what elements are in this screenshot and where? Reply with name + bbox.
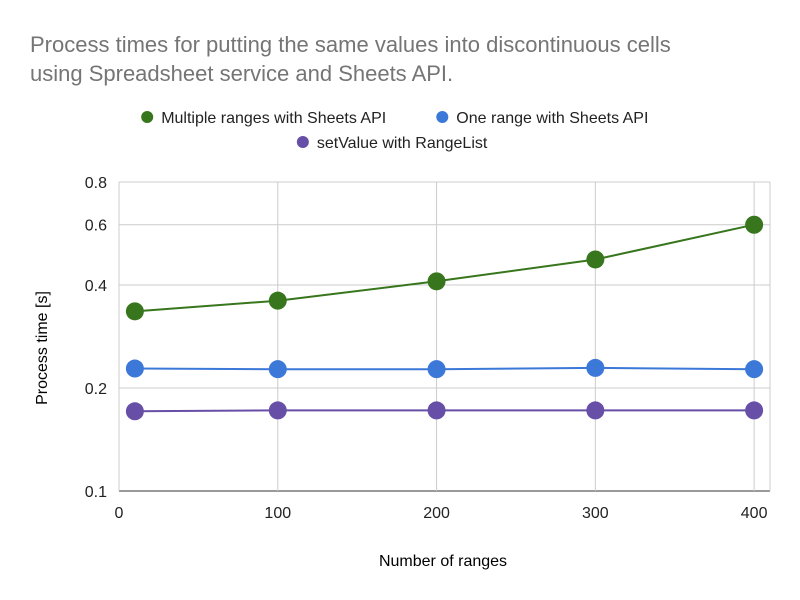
series-layer: [125, 215, 764, 421]
data-point: [427, 401, 446, 420]
data-point: [268, 291, 287, 310]
grid: [118, 181, 771, 492]
series-2: [125, 358, 764, 379]
chart-title-line-2: using Spreadsheet service and Sheets API…: [30, 61, 453, 86]
legend-swatch: [296, 136, 309, 148]
x-tick-label: 400: [741, 505, 768, 522]
series-line: [134, 223, 755, 313]
data-point: [427, 272, 446, 291]
legend-swatch: [141, 111, 154, 123]
data-point: [745, 360, 764, 379]
data-point: [586, 358, 605, 377]
legend-item: One range with Sheets API: [436, 110, 648, 127]
data-point: [745, 215, 764, 234]
x-tick-label: 300: [582, 505, 609, 522]
data-point: [125, 402, 144, 421]
tick-labels: 0.1 0.2 0.4 0.6 0.8 0 100 200 300 400: [85, 175, 768, 522]
data-point: [586, 401, 605, 420]
x-tick-label: 200: [423, 505, 450, 522]
data-point: [125, 359, 144, 378]
data-point: [745, 401, 764, 420]
y-tick-label: 0.4: [85, 278, 107, 295]
y-tick-label: 0.8: [85, 175, 107, 192]
data-point: [427, 360, 446, 379]
data-point: [586, 250, 605, 269]
y-axis-title: Process time [s]: [34, 291, 51, 405]
legend-label: setValue with RangeList: [317, 135, 488, 152]
legend-item: setValue with RangeList: [296, 135, 488, 152]
legend-swatch: [436, 111, 449, 123]
legend-item: Multiple ranges with Sheets API: [141, 110, 386, 127]
x-axis-title: Number of ranges: [379, 553, 507, 570]
series-3: [125, 401, 764, 421]
data-point: [268, 360, 287, 379]
legend-label: One range with Sheets API: [456, 110, 648, 127]
y-tick-label: 0.2: [85, 381, 107, 398]
x-tick-label: 0: [115, 505, 124, 522]
data-point: [125, 302, 144, 321]
x-tick-label: 100: [264, 505, 291, 522]
chart-title-line-1: Process times for putting the same value…: [30, 32, 671, 57]
y-tick-label: 0.1: [85, 484, 107, 501]
y-tick-label: 0.6: [85, 218, 107, 235]
data-point: [268, 401, 287, 420]
series-1: [125, 215, 764, 321]
legend-label: Multiple ranges with Sheets API: [161, 110, 386, 127]
legend: Multiple ranges with Sheets API One range…: [141, 110, 648, 152]
